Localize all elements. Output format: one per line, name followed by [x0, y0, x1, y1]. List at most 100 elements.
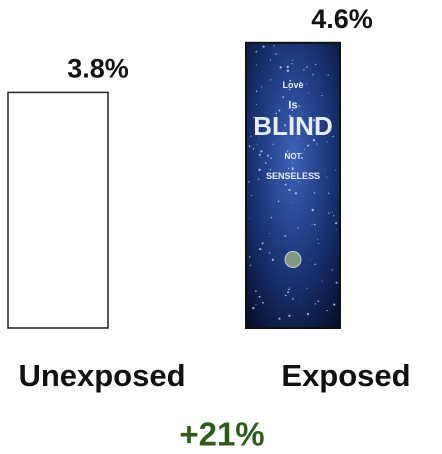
star: [264, 162, 267, 164]
star: [333, 215, 335, 217]
star: [272, 143, 274, 145]
star: [269, 168, 272, 171]
star: [250, 135, 252, 137]
star: [255, 290, 257, 293]
star: [271, 258, 274, 261]
star: [291, 109, 294, 111]
star: [312, 73, 314, 76]
star: [301, 156, 304, 159]
star: [327, 74, 329, 76]
star: [311, 223, 313, 225]
star: [284, 131, 287, 135]
star: [333, 303, 336, 306]
star: [328, 212, 330, 214]
star: [258, 153, 261, 156]
star: [255, 303, 257, 305]
star: [289, 287, 290, 288]
star: [306, 66, 308, 68]
star: [321, 92, 323, 94]
star: [321, 280, 323, 282]
star: [314, 303, 317, 305]
star: [314, 263, 316, 266]
star: [258, 137, 260, 138]
globe: [284, 251, 302, 269]
star: [303, 69, 305, 71]
cover-text: SENSELESS: [266, 171, 320, 181]
star: [249, 264, 252, 266]
star: [317, 238, 319, 240]
star: [257, 178, 260, 180]
star: [284, 235, 287, 237]
star: [252, 148, 255, 150]
star: [314, 63, 317, 66]
x-tick-label: Exposed: [281, 358, 410, 393]
star: [302, 196, 304, 198]
star: [317, 242, 320, 244]
star: [258, 168, 261, 171]
cover-text: NOT: [285, 152, 302, 161]
star: [316, 143, 318, 145]
star: [260, 150, 263, 153]
star: [288, 314, 291, 317]
star: [289, 79, 292, 82]
star: [291, 201, 293, 203]
star: [248, 181, 250, 183]
star: [332, 135, 334, 138]
star: [313, 192, 316, 194]
annotation: +21%: [179, 416, 264, 453]
star: [248, 218, 250, 220]
star: [299, 81, 302, 84]
star: [326, 141, 328, 143]
star: [270, 216, 273, 219]
star: [326, 309, 328, 312]
star: [249, 256, 251, 258]
bar: [7, 91, 109, 329]
star: [288, 188, 291, 192]
star: [250, 195, 253, 197]
star: [328, 192, 330, 194]
star: [317, 300, 320, 302]
star: [321, 94, 323, 97]
star: [277, 53, 279, 54]
star: [261, 242, 264, 245]
star: [270, 157, 272, 159]
star: [294, 192, 298, 195]
star: [256, 143, 258, 145]
star: [269, 252, 271, 254]
star: [291, 297, 294, 300]
star: [287, 291, 290, 294]
star: [311, 208, 314, 212]
star: [260, 91, 262, 93]
star: [298, 300, 300, 302]
star: [286, 150, 289, 152]
star: [268, 154, 269, 156]
star: [335, 281, 338, 284]
star: [312, 138, 316, 142]
star: [307, 144, 310, 147]
star: [332, 211, 333, 213]
star: [268, 251, 271, 253]
star: [306, 182, 308, 184]
star: [278, 109, 281, 112]
star: [273, 45, 275, 47]
value-label: 3.8%: [67, 54, 129, 84]
star: [286, 69, 290, 72]
star: [302, 152, 304, 154]
star: [279, 66, 282, 69]
star: [248, 145, 251, 148]
star: [292, 162, 294, 164]
star: [335, 169, 337, 171]
value-label: 4.6%: [311, 4, 373, 34]
star: [303, 148, 306, 150]
star: [267, 154, 269, 157]
star: [284, 294, 287, 297]
cover-text: Love: [282, 80, 303, 90]
star: [284, 183, 287, 186]
star: [296, 137, 298, 139]
star: [256, 130, 258, 132]
star: [308, 92, 310, 94]
star: [262, 301, 264, 304]
star: [262, 45, 265, 48]
